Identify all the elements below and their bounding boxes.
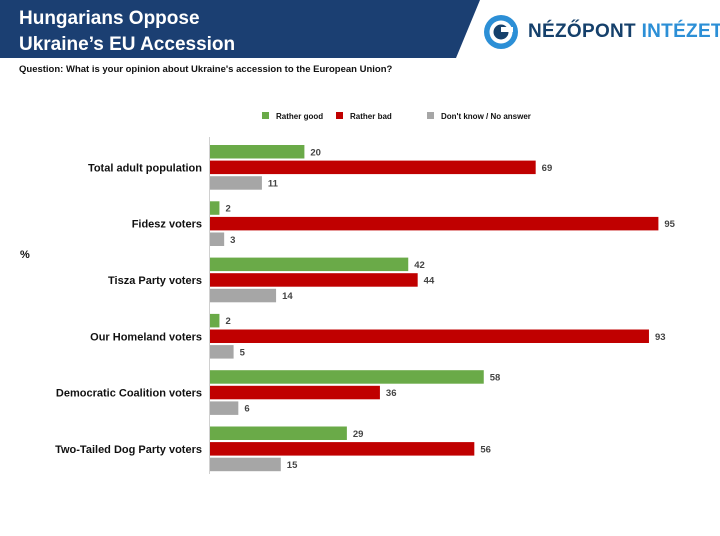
value-label: 5 bbox=[240, 347, 246, 358]
bar-rather-bad bbox=[210, 329, 649, 343]
value-label: 2 bbox=[225, 316, 230, 327]
value-label: 2 bbox=[225, 204, 230, 215]
title-banner-shape bbox=[0, 0, 480, 58]
category-label: Our Homeland voters bbox=[90, 331, 202, 343]
bar-don-t-know-no-answer bbox=[210, 345, 234, 359]
value-label: 58 bbox=[490, 372, 501, 383]
value-label: 36 bbox=[386, 388, 397, 399]
value-label: 69 bbox=[542, 163, 553, 174]
value-label: 29 bbox=[353, 429, 364, 440]
bar-rather-good bbox=[210, 201, 220, 215]
chart-legend: Rather good Rather bad Don't know / No ans… bbox=[262, 112, 531, 121]
legend-label-rather-good: Rather good bbox=[276, 112, 323, 121]
value-label: 56 bbox=[480, 444, 491, 455]
value-label: 6 bbox=[244, 404, 249, 415]
legend-swatch-don-t-know-no-answer bbox=[427, 112, 434, 119]
bar-rather-bad bbox=[210, 160, 536, 175]
title-banner: Hungarians Oppose Ukraine’s EU Accession bbox=[0, 0, 720, 62]
value-label: 14 bbox=[282, 291, 293, 302]
logo-word-1: NÉZŐPONT bbox=[528, 21, 636, 42]
category-label: Tisza Party voters bbox=[108, 275, 202, 287]
logo-word-2: INTÉZET bbox=[641, 21, 720, 42]
value-label: 42 bbox=[414, 260, 425, 271]
category-label: Democratic Coalition voters bbox=[56, 388, 202, 400]
value-label: 3 bbox=[230, 235, 235, 246]
legend-label-don-t-know-no-answer: Don't know / No answer bbox=[441, 112, 531, 121]
logo-target-icon bbox=[484, 15, 518, 49]
bar-rather-good bbox=[210, 426, 347, 440]
category-label: Fidesz voters bbox=[132, 219, 202, 231]
value-label: 95 bbox=[664, 219, 675, 230]
bar-rather-bad bbox=[210, 385, 380, 400]
bar-rather-good bbox=[210, 257, 409, 272]
value-label: 20 bbox=[310, 147, 321, 158]
value-label: 15 bbox=[287, 460, 298, 471]
bar-don-t-know-no-answer bbox=[210, 401, 239, 415]
bar-rather-good bbox=[210, 313, 220, 328]
legend-swatch-rather-bad bbox=[336, 112, 343, 119]
bar-rather-bad bbox=[210, 216, 659, 231]
bar-rather-bad bbox=[210, 442, 475, 456]
category-label: Total adult population bbox=[88, 162, 202, 174]
unit-label: % bbox=[20, 249, 30, 261]
bar-rather-bad bbox=[210, 273, 418, 287]
bar-don-t-know-no-answer bbox=[210, 457, 281, 472]
legend-swatch-rather-good bbox=[262, 112, 269, 119]
page-title-line-2: Ukraine’s EU Accession bbox=[19, 34, 236, 55]
bar-don-t-know-no-answer bbox=[210, 288, 277, 303]
category-label: Two-Tailed Dog Party voters bbox=[55, 444, 202, 456]
survey-question: Question: What is your opinion about Ukr… bbox=[19, 64, 393, 75]
logo-wordmark: NÉZŐPONT INTÉZET bbox=[528, 21, 720, 43]
value-label: 44 bbox=[424, 275, 435, 286]
bar-rather-good bbox=[210, 145, 305, 159]
bar-rather-good bbox=[210, 370, 484, 384]
value-label: 93 bbox=[655, 332, 666, 343]
legend-label-rather-bad: Rather bad bbox=[350, 112, 392, 121]
bar-don-t-know-no-answer bbox=[210, 232, 225, 246]
page-title-line-1: Hungarians Oppose bbox=[19, 8, 200, 29]
value-label: 11 bbox=[268, 178, 279, 189]
bar-don-t-know-no-answer bbox=[210, 176, 262, 190]
bar-group: Total adult population 20 69 11 Fidesz voter… bbox=[55, 145, 676, 472]
